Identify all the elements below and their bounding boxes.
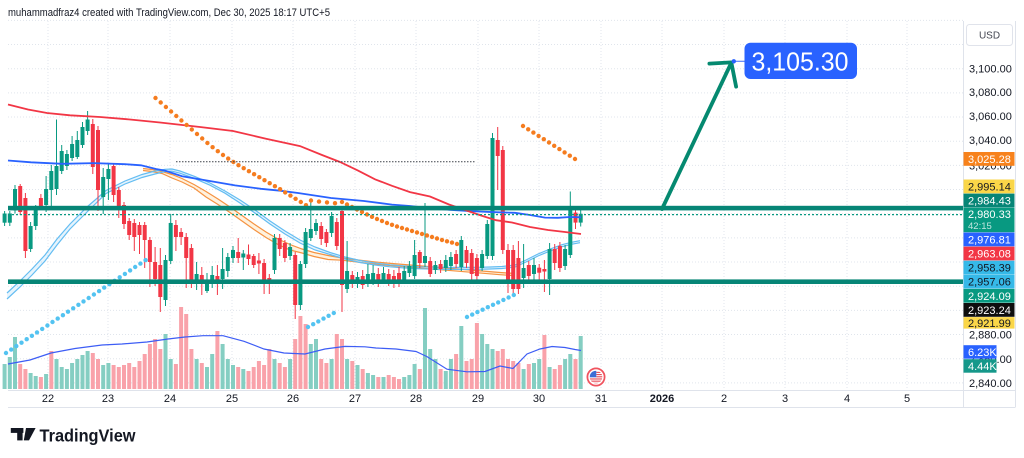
svg-text:3,080.00: 3,080.00 xyxy=(969,87,1012,99)
svg-text:3,100.00: 3,100.00 xyxy=(969,64,1012,76)
svg-text:4: 4 xyxy=(844,393,850,405)
svg-text:2,957.06: 2,957.06 xyxy=(968,277,1011,289)
svg-text:2,958.39: 2,958.39 xyxy=(968,263,1011,275)
svg-text:24: 24 xyxy=(164,393,176,405)
svg-text:2,880.00: 2,880.00 xyxy=(969,330,1012,342)
svg-text:3: 3 xyxy=(782,393,788,405)
svg-text:2026: 2026 xyxy=(650,393,674,405)
svg-text:2,984.43: 2,984.43 xyxy=(968,196,1011,208)
svg-text:29: 29 xyxy=(472,393,484,405)
svg-text:2,963.08: 2,963.08 xyxy=(968,249,1011,261)
svg-text:22: 22 xyxy=(42,393,54,405)
svg-text:2,923.24: 2,923.24 xyxy=(968,305,1011,317)
svg-text:2,995.14: 2,995.14 xyxy=(968,181,1011,193)
svg-text:3,105.30: 3,105.30 xyxy=(752,48,849,76)
svg-text:25: 25 xyxy=(226,393,238,405)
svg-text:2,921.99: 2,921.99 xyxy=(968,318,1011,330)
svg-text:31: 31 xyxy=(595,393,607,405)
svg-text:42:15: 42:15 xyxy=(968,221,992,232)
svg-text:26: 26 xyxy=(287,393,299,405)
svg-text:3,040.00: 3,040.00 xyxy=(969,135,1012,147)
svg-text:2,840.00: 2,840.00 xyxy=(969,378,1012,390)
svg-text:TradingView: TradingView xyxy=(40,426,136,446)
svg-text:3,025.28: 3,025.28 xyxy=(968,154,1011,166)
svg-text:3,060.00: 3,060.00 xyxy=(969,111,1012,123)
svg-text:4.44K: 4.44K xyxy=(968,361,997,373)
svg-text:23: 23 xyxy=(102,393,114,405)
svg-text:USD: USD xyxy=(979,31,1000,42)
svg-text:6.23K: 6.23K xyxy=(968,347,997,359)
svg-text:2,980.33: 2,980.33 xyxy=(968,209,1011,221)
svg-text:5: 5 xyxy=(904,393,910,405)
svg-text:30: 30 xyxy=(533,393,545,405)
svg-text:2: 2 xyxy=(721,393,727,405)
svg-text:27: 27 xyxy=(349,393,361,405)
svg-text:2,976.81: 2,976.81 xyxy=(968,234,1011,246)
svg-text:28: 28 xyxy=(410,393,422,405)
svg-text:muhammadfraz4 created with Tra: muhammadfraz4 created with TradingView.c… xyxy=(8,7,330,19)
svg-text:2,924.09: 2,924.09 xyxy=(968,291,1011,303)
